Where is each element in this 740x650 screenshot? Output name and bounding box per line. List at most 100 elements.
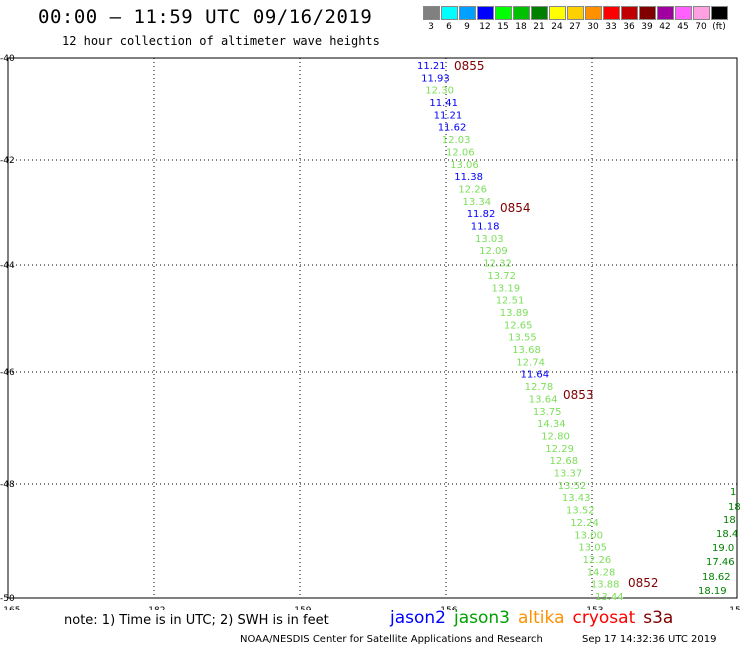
track-wave-height: 12.29 bbox=[545, 444, 574, 455]
latitude-tick-label: -44 bbox=[0, 261, 15, 271]
scale-label: 6 bbox=[446, 22, 452, 32]
longitude-tick-label: -156 bbox=[437, 606, 458, 610]
scale-label: 70 bbox=[695, 22, 707, 32]
scale-label: 27 bbox=[569, 22, 581, 32]
track-wave-height: 12.80 bbox=[541, 432, 570, 443]
track-wave-height: 11.38 bbox=[454, 172, 483, 183]
track-wave-height: 14.34 bbox=[537, 419, 566, 430]
track-time-label: 0854 bbox=[500, 201, 531, 215]
scale-color-box bbox=[476, 6, 494, 20]
scale-color-box bbox=[674, 6, 692, 20]
track-time-label: 0853 bbox=[563, 388, 594, 402]
scale-color-box bbox=[656, 6, 674, 20]
latitude-tick-label: -40 bbox=[0, 54, 15, 64]
scale-label: 33 bbox=[605, 22, 617, 32]
scale-color-box bbox=[494, 6, 512, 20]
track-wave-height: 12.06 bbox=[446, 147, 475, 158]
scale-color-box bbox=[602, 6, 620, 20]
scale-label: 12 bbox=[479, 22, 491, 32]
credit-line: NOAA/NESDIS Center for Satellite Applica… bbox=[240, 634, 543, 645]
track-wave-height: 11.82 bbox=[467, 209, 496, 220]
satellite-legend-item: altika bbox=[518, 608, 565, 628]
scale-color-box bbox=[638, 6, 656, 20]
generation-timestamp: Sep 17 14:32:36 UTC 2019 bbox=[582, 634, 717, 645]
scale-label: 3 bbox=[428, 22, 434, 32]
scale-swatch: 15 bbox=[494, 6, 512, 32]
track-wave-height: 11.93 bbox=[421, 73, 450, 84]
scale-label: 30 bbox=[587, 22, 599, 32]
track-wave-height: 13.68 bbox=[512, 345, 541, 356]
scale-label: (ft) bbox=[712, 22, 726, 32]
scale-swatch: 33 bbox=[602, 6, 620, 32]
track-wave-height: 13.19 bbox=[492, 283, 521, 294]
track-wave-height: 18 bbox=[728, 502, 740, 513]
scale-label: 42 bbox=[659, 22, 671, 32]
track-wave-height: 1 bbox=[730, 487, 736, 498]
track-wave-height: 13.05 bbox=[578, 543, 607, 554]
longitude-tick-label: -150 bbox=[726, 606, 740, 610]
track-wave-height: 13.34 bbox=[463, 197, 492, 208]
satellite-legend: jason2 jason3 altika cryosat s3a bbox=[390, 608, 681, 628]
scale-swatch: 9 bbox=[458, 6, 476, 32]
latitude-tick-label: -46 bbox=[0, 368, 15, 378]
track-wave-height: 18. bbox=[723, 515, 739, 526]
scale-label: 21 bbox=[533, 22, 545, 32]
latitude-tick-label: -50 bbox=[0, 594, 15, 604]
scale-label: 39 bbox=[641, 22, 653, 32]
scale-label: 45 bbox=[677, 22, 689, 32]
wave-height-color-scale: 3 6 9 12 15 18 21 24 27 30 33 36 39 42 45 70 (ft) bbox=[422, 6, 728, 32]
track-wave-height: 12.68 bbox=[550, 456, 579, 467]
scale-color-box bbox=[710, 6, 728, 20]
track-wave-height: 12.09 bbox=[479, 246, 508, 257]
scale-swatch: 6 bbox=[440, 6, 458, 32]
track-time-label: 0852 bbox=[628, 576, 659, 590]
altimeter-map-plot: -40 -42 -44 -46 -48 -50 -165 -182 -159 -156 -153 -1… bbox=[0, 54, 740, 610]
scale-swatch: 18 bbox=[512, 6, 530, 32]
track-wave-height: 17.46 bbox=[706, 557, 735, 568]
scale-color-box bbox=[548, 6, 566, 20]
track-wave-height: 13.00 bbox=[574, 530, 603, 541]
satellite-legend-item: jason2 bbox=[390, 608, 446, 628]
track-wave-height: 13.55 bbox=[508, 333, 537, 344]
scale-swatch: 30 bbox=[584, 6, 602, 32]
footer-note: note: 1) Time is in UTC; 2) SWH is in fe… bbox=[64, 613, 329, 628]
track-wave-height: 12.24 bbox=[570, 518, 599, 529]
track-wave-height: 13.43 bbox=[562, 493, 591, 504]
track-wave-height: 13.44 bbox=[595, 592, 624, 603]
scale-color-box bbox=[440, 6, 458, 20]
track-time-label: 0855 bbox=[454, 59, 485, 73]
track-wave-height: 12.30 bbox=[425, 86, 454, 97]
track-wave-height: 12.32 bbox=[483, 259, 512, 270]
longitude-tick-label: -153 bbox=[583, 606, 603, 610]
scale-swatch: 12 bbox=[476, 6, 494, 32]
satellite-legend-item: jason3 bbox=[454, 608, 510, 628]
track-wave-height: 11.18 bbox=[471, 222, 500, 233]
scale-color-box bbox=[458, 6, 476, 20]
scale-swatch: 36 bbox=[620, 6, 638, 32]
scale-color-box bbox=[692, 6, 710, 20]
plot-frame bbox=[7, 57, 738, 599]
track-wave-height: 13.75 bbox=[533, 407, 562, 418]
track-wave-height: 12.78 bbox=[525, 382, 554, 393]
track-wave-height: 13.64 bbox=[529, 394, 558, 405]
track-wave-height: 11.41 bbox=[429, 98, 458, 109]
track-wave-height: 11.62 bbox=[438, 123, 467, 134]
scale-color-box bbox=[566, 6, 584, 20]
track-wave-height: 18.19 bbox=[698, 586, 727, 597]
map-title: 00:00 – 11:59 UTC 09/16/2019 bbox=[38, 6, 373, 28]
scale-swatch: 39 bbox=[638, 6, 656, 32]
scale-label: 15 bbox=[497, 22, 509, 32]
track-wave-height: 11.21 bbox=[417, 61, 446, 72]
track-wave-height: 13.06 bbox=[450, 160, 479, 171]
scale-swatch: 45 bbox=[674, 6, 692, 32]
satellite-legend-item: s3a bbox=[643, 608, 674, 628]
track-wave-height: 13.72 bbox=[487, 271, 516, 282]
scale-label: 9 bbox=[464, 22, 470, 32]
scale-swatch: 42 bbox=[656, 6, 674, 32]
scale-swatch: 70 bbox=[692, 6, 710, 32]
map-subtitle: 12 hour collection of altimeter wave hei… bbox=[62, 34, 380, 48]
longitude-tick-label: -159 bbox=[291, 606, 312, 610]
track-wave-height: 13.03 bbox=[475, 234, 504, 245]
track-wave-height: 13.52 bbox=[566, 506, 595, 517]
track-wave-height: 13.37 bbox=[554, 469, 583, 480]
